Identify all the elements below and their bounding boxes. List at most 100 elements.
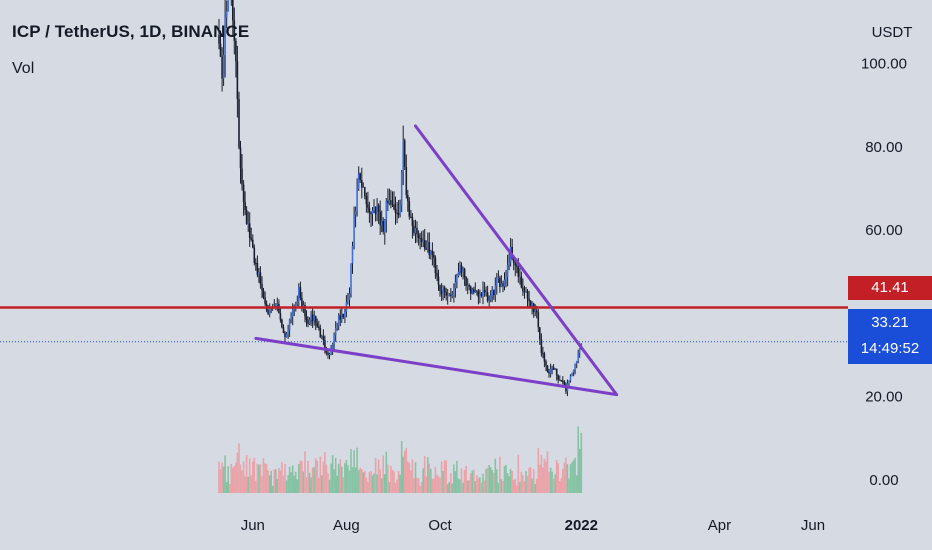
candle-body [232,0,234,21]
volume-bar [571,462,573,493]
volume-bar [299,460,302,493]
volume-bar [308,473,311,493]
volume-bar [264,463,266,493]
candle-body [471,289,474,294]
candle-body [331,343,334,350]
candle-body [222,55,225,79]
volume-bar [327,473,329,493]
volume-bar [359,467,361,493]
volume-bar [241,470,243,493]
volume-bar [248,458,251,493]
candle-body [296,301,299,305]
candle-body [244,202,246,211]
volume-bar [428,463,431,493]
volume-indicator-label[interactable]: Vol [12,60,35,77]
candles [218,0,583,397]
candle-body [255,262,257,264]
candle-body [542,353,544,354]
volume-bar [552,478,555,493]
volume-bar [367,482,369,493]
candle-body [522,287,524,292]
candle-body [279,313,282,320]
volume-bar [486,467,489,493]
volume-bar [353,450,355,493]
last-price-value: 33.21 [871,314,909,331]
volume-bar [331,455,334,493]
volume-bar [364,471,366,493]
candle-body [437,276,440,285]
volume-bar [225,482,228,493]
volume-bar [572,460,575,493]
candle-body [453,288,455,295]
candle-body [497,277,500,279]
volume-bar [548,471,550,493]
volume-bar [456,461,458,493]
candle-body [529,301,532,308]
candle-body [376,205,378,215]
candle-body [514,263,517,266]
candle-body [516,265,518,267]
volume-bar [523,481,526,493]
candle-body [291,309,294,317]
volume-bar [546,451,549,493]
volume-bar [268,475,271,493]
volume-bar [382,455,384,493]
volume-bar [288,466,291,493]
candle-body [221,56,223,79]
volume-bar [293,475,295,493]
candle-body [313,315,315,322]
symbol-title[interactable]: ICP / TetherUS, 1D, BINANCE [12,22,250,41]
candle-body [396,212,398,214]
candle-body [218,34,220,44]
volume-bar [482,473,484,493]
volume-bar [439,477,441,493]
volume-bar [437,476,440,493]
y-tick-label: 20.00 [865,389,903,406]
volume-bar [344,463,346,493]
candle-body [224,17,226,56]
volume-bar [324,452,326,493]
volume-bar [422,468,424,493]
candle-body [393,204,395,210]
candle-body [348,293,351,300]
volume-bar [443,460,446,493]
volume-bar [416,478,418,493]
candle-body [431,250,434,255]
candle-body [365,196,368,205]
candle-body [264,297,266,304]
volume-bar [580,433,583,493]
volume-bar [457,478,460,493]
candle-body [523,291,526,293]
candle-body [353,214,355,246]
y-tick-label: 60.00 [865,222,903,239]
candle-body [336,325,338,329]
volume-bar [282,475,285,493]
candle-body [559,379,561,381]
volume-bar [430,468,432,493]
volume-bar [413,478,415,493]
volume-bar [554,474,556,493]
volume-bar [568,478,570,493]
candle-body [225,11,228,17]
candle-body [489,295,492,300]
candle-body [416,227,418,235]
volume-bar [228,484,231,493]
volume-bar [436,474,438,493]
volume-bar [333,469,335,493]
candle-body [402,140,404,173]
candle-body [384,219,386,232]
candle-body [512,258,515,263]
candle-body [531,303,533,308]
candle-body [373,206,375,211]
candle-body [390,200,392,205]
candle-body [321,335,323,338]
y-axis-unit: USDT [872,24,913,41]
candle-body [500,283,503,287]
volume-bar [265,463,268,493]
volume-bar [244,476,246,493]
candle-body [445,292,447,296]
candle-body [311,314,314,322]
volume-bar [473,469,475,493]
volume-bar [318,477,320,493]
